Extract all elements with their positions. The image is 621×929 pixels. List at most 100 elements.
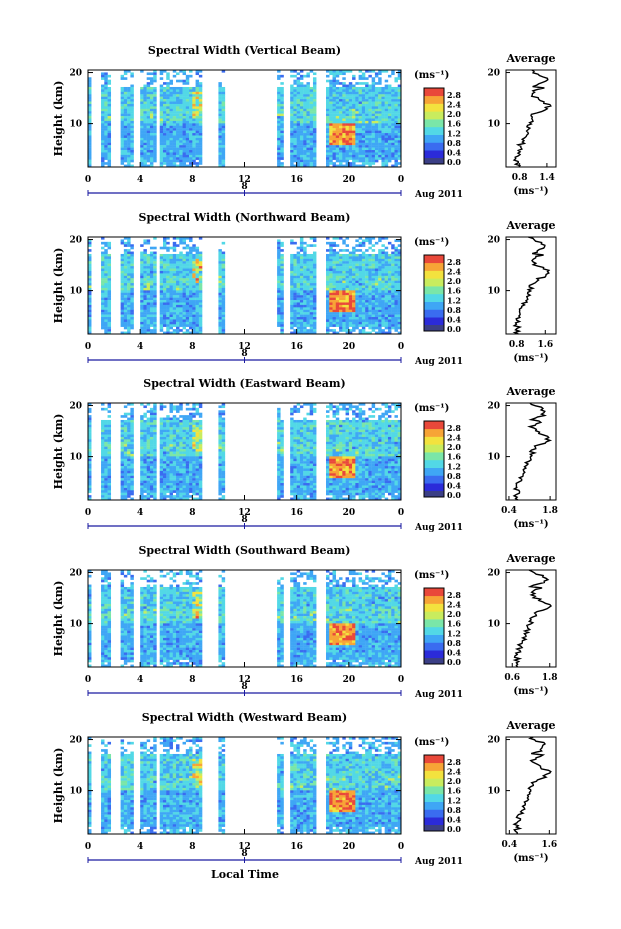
heatmap-cell [120,150,125,153]
heatmap-cell [391,321,395,325]
heatmap-cell [384,135,389,139]
heatmap-cell [153,89,157,93]
heatmap-cell [378,280,382,284]
heatmap-cell [296,280,301,284]
heatmap-cell [130,108,134,112]
heatmap-cell [290,278,294,281]
heatmap-cell [127,106,131,110]
heatmap-cell [397,307,401,310]
heatmap-cell [299,266,304,269]
heatmap-cell [123,415,128,418]
heatmap-cell [326,86,330,90]
heatmap-cell [88,410,92,413]
heatmap-cell [146,86,151,90]
heatmap-cell [143,309,147,313]
heatmap-cell [198,94,203,97]
heatmap-cell [368,130,372,134]
heatmap-cell [384,263,389,267]
heatmap-cell [387,123,392,126]
heatmap-cell [378,251,382,255]
heatmap-cell [339,275,343,279]
heatmap-cell [374,331,379,334]
heatmap-cell [296,84,301,88]
heatmap-cell [345,326,350,330]
heatmap-cell [162,283,167,286]
heatmap-cell [358,137,363,141]
heatmap-cell [140,302,144,306]
heatmap-cell [127,324,131,327]
heatmap-cell [88,473,92,476]
heatmap-cell [329,251,333,255]
heatmap-cell [355,130,359,134]
heatmap-cell [335,147,340,151]
heatmap-cell [277,244,281,247]
heatmap-cell [189,287,193,291]
heatmap-cell [218,295,222,298]
heatmap-cell [277,120,281,124]
heatmap-cell [299,145,304,148]
heatmap-cell [277,113,281,117]
heatmap-cell [280,89,284,93]
heatmap-cell [127,292,131,296]
heatmap-cell [149,99,154,102]
heatmap-cell [397,91,401,95]
heatmap-cell [277,275,281,279]
heatmap-cell [293,89,297,93]
heatmap-cell [296,145,301,148]
heatmap-cell [101,495,105,498]
heatmap-cell [198,152,203,156]
heatmap-cell [277,91,281,95]
heatmap-cell [312,91,317,95]
heatmap-cell [198,280,203,284]
colorbar-tick-label: 1.6 [447,286,461,296]
heatmap-cell [185,309,190,313]
heatmap-cell [345,120,350,124]
heatmap-cell [329,290,333,293]
heatmap-cell [120,162,125,165]
heatmap-cell [123,123,128,126]
heatmap-cell [306,295,310,298]
heatmap-cell [189,237,193,240]
heatmap-cell [348,94,353,97]
heatmap-cell [107,283,112,286]
heatmap-cell [365,261,369,264]
heatmap-cell [394,314,398,318]
heatmap-cell [123,253,128,257]
heatmap-cell [120,89,125,93]
heatmap-cell [140,86,144,90]
heatmap-cell [368,307,372,310]
heatmap-cell [345,261,350,264]
heatmap-cell [293,287,297,291]
heatmap-cell [101,324,105,327]
heatmap-cell [221,152,226,156]
heatmap-cell [397,275,401,279]
heatmap-cell [179,266,183,269]
heatmap-cell [130,324,134,327]
heatmap-cell [120,456,125,459]
heatmap-cell [348,108,353,112]
heatmap-cell [149,246,154,250]
heatmap-cell [394,130,398,134]
heatmap-cell [303,94,307,97]
heatmap-cell [149,154,154,158]
heatmap-cell [312,99,317,102]
heatmap-cell [368,133,372,136]
heatmap-cell [368,278,372,281]
heatmap-cell [290,280,294,284]
heatmap-cell [296,147,301,151]
heatmap-cell [384,302,389,306]
heatmap-cell [101,137,105,141]
heatmap-cell [176,128,180,131]
heatmap-cell [107,258,112,262]
heatmap-cell [312,120,317,124]
heatmap-cell [189,133,193,136]
heatmap-cell [387,256,392,260]
heatmap-cell [143,91,147,95]
heatmap-cell [107,456,112,459]
heatmap-cell [130,111,134,114]
heatmap-cell [397,150,401,153]
heatmap-cell [277,154,281,158]
heatmap-cell [296,82,301,85]
heatmap-cell [348,147,353,151]
heatmap-cell [140,159,144,163]
